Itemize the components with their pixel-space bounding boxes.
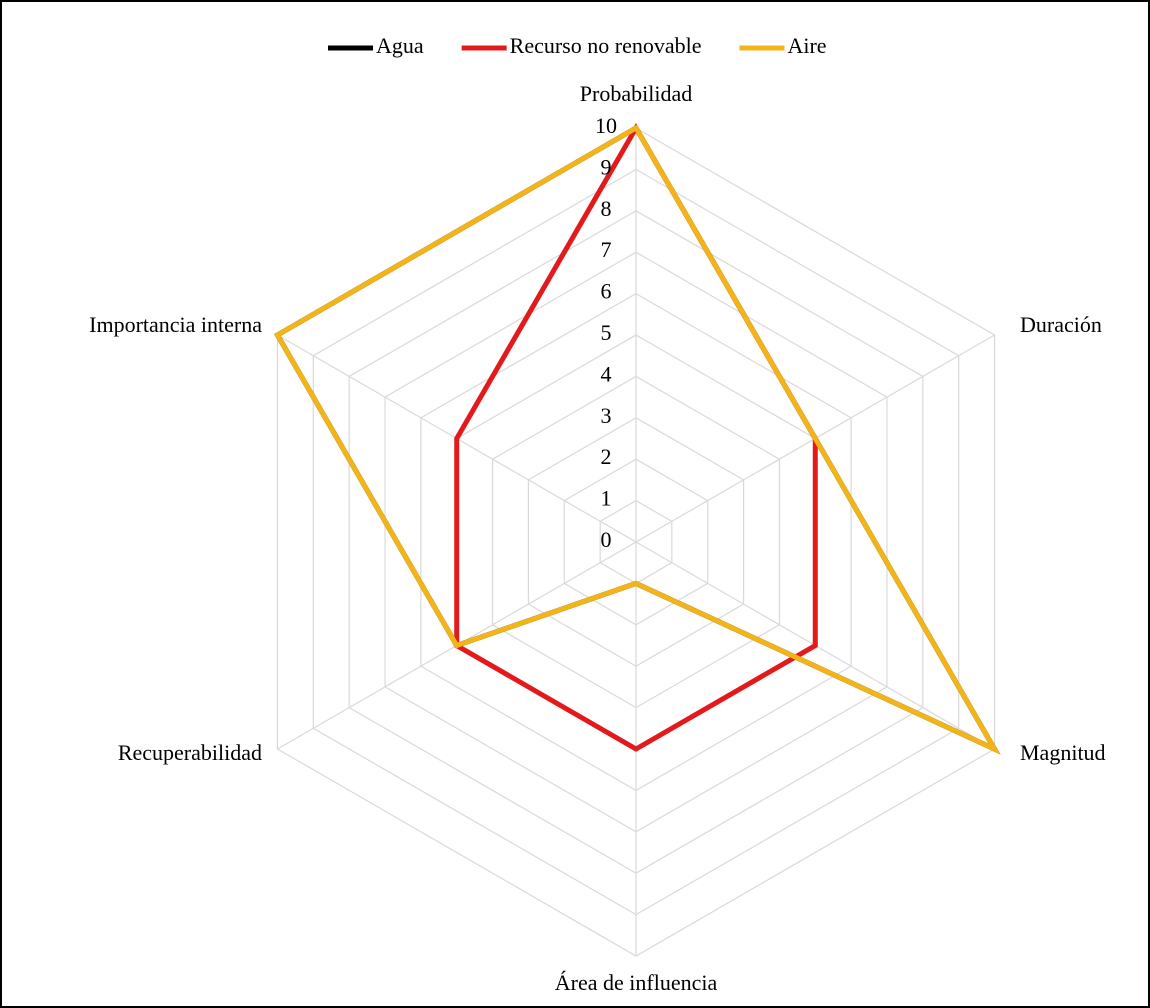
- series-line: [274, 124, 1001, 755]
- category-label: Duración: [1020, 312, 1102, 337]
- tick-label: 9: [601, 154, 612, 179]
- legend-label: Aire: [787, 33, 826, 58]
- legend-label: Agua: [376, 33, 424, 58]
- category-label: Magnitud: [1020, 740, 1106, 765]
- tick-label: 1: [601, 486, 612, 511]
- tick-label: 10: [595, 113, 617, 138]
- tick-label: 0: [601, 527, 612, 552]
- category-label: Recuperabilidad: [118, 740, 262, 765]
- tick-label: 8: [601, 196, 612, 221]
- legend-label: Recurso no renovable: [510, 33, 702, 58]
- tick-label: 2: [601, 444, 612, 469]
- tick-label: 7: [601, 237, 612, 262]
- tick-label: 4: [601, 361, 612, 386]
- category-label: Área de influencia: [555, 970, 718, 995]
- tick-label: 5: [601, 320, 612, 345]
- tick-label: 3: [601, 403, 612, 428]
- category-label: Importancia interna: [89, 312, 262, 337]
- category-label: Probabilidad: [580, 81, 692, 106]
- tick-label: 6: [601, 279, 612, 304]
